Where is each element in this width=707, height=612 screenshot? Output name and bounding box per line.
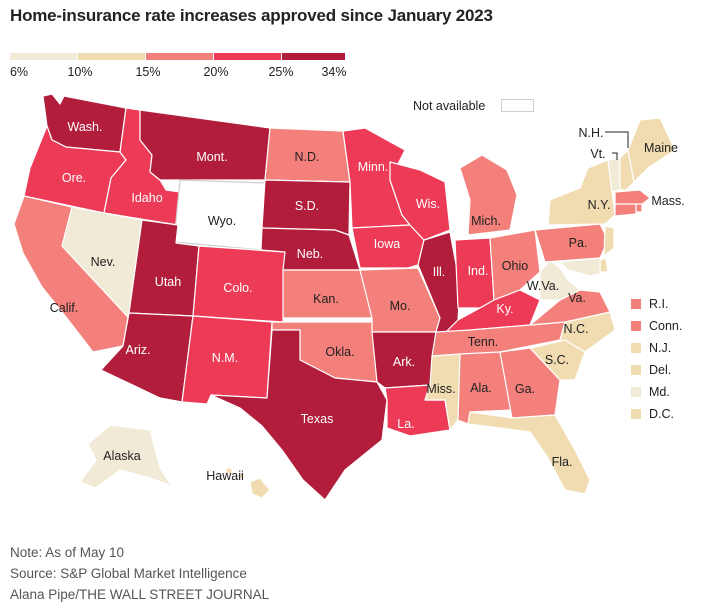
label-ark: Ark. xyxy=(393,355,415,369)
small-state-label: R.I. xyxy=(649,297,669,311)
label-iowa: Iowa xyxy=(374,237,400,251)
legend-swatch-5 xyxy=(282,53,345,60)
state-ga[interactable] xyxy=(499,347,561,419)
legend-tick: 25% xyxy=(268,65,294,79)
label-miss: Miss. xyxy=(426,382,455,396)
small-state-label: Md. xyxy=(649,385,670,399)
small-state-label: D.C. xyxy=(649,407,674,421)
label-texas: Texas xyxy=(301,412,334,426)
label-wash: Wash. xyxy=(68,120,103,134)
state-ny[interactable] xyxy=(547,159,616,226)
label-mont: Mont. xyxy=(196,150,227,164)
small-state-label: N.J. xyxy=(649,341,672,355)
label-neb: Neb. xyxy=(297,247,323,261)
label-wis: Wis. xyxy=(416,197,440,211)
label-calif: Calif. xyxy=(50,301,78,315)
not-available-swatch xyxy=(501,99,534,112)
label-mo: Mo. xyxy=(390,299,411,313)
small-state-label: Conn. xyxy=(649,319,683,333)
legend-tick: 20% xyxy=(203,65,229,79)
label-nh: N.H. xyxy=(579,126,604,140)
small-state-swatch xyxy=(631,387,641,397)
legend-swatch-4 xyxy=(214,53,281,60)
label-la: La. xyxy=(397,417,414,431)
label-pa: Pa. xyxy=(569,236,588,250)
label-utah: Utah xyxy=(155,275,181,289)
label-nd: N.D. xyxy=(295,150,320,164)
state-mont[interactable] xyxy=(139,109,271,181)
label-idaho: Idaho xyxy=(131,191,162,205)
label-fla: Fla. xyxy=(552,455,573,469)
label-wva: W.Va. xyxy=(527,279,559,293)
small-state-swatch xyxy=(631,299,641,309)
label-mass: Mass. xyxy=(651,194,684,208)
state-ohio[interactable] xyxy=(489,229,541,301)
state-fla[interactable] xyxy=(467,411,591,495)
legend-tick: 6% xyxy=(9,65,29,79)
label-nev: Nev. xyxy=(91,255,116,269)
small-state-swatch xyxy=(631,365,641,375)
small-state-swatch xyxy=(631,409,641,419)
label-ala: Ala. xyxy=(470,381,492,395)
state-nc[interactable] xyxy=(529,311,616,353)
legend-tick: 34% xyxy=(321,65,347,79)
legend-swatch-1 xyxy=(10,53,77,60)
label-hawaii: Hawaii xyxy=(206,469,244,483)
label-vt: Vt. xyxy=(590,147,605,161)
label-okla: Okla. xyxy=(325,345,354,359)
state-del[interactable] xyxy=(599,257,609,273)
label-nc: N.C. xyxy=(564,322,589,336)
legend-swatch-3 xyxy=(146,53,213,60)
footer: Note: As of May 10 Source: S&P Global Ma… xyxy=(10,542,269,605)
label-minn: Minn. xyxy=(358,160,389,174)
label-ga: Ga. xyxy=(515,382,535,396)
small-state-label: Del. xyxy=(649,363,672,377)
state-nj[interactable] xyxy=(603,225,615,257)
chart-title: Home-insurance rate increases approved s… xyxy=(10,6,493,25)
state-mich[interactable] xyxy=(459,154,518,236)
state-maine[interactable] xyxy=(627,117,676,183)
label-ill: Ill. xyxy=(433,265,446,279)
state-mass[interactable] xyxy=(614,189,651,207)
label-sd: S.D. xyxy=(295,199,319,213)
not-available-label: Not available xyxy=(413,99,486,113)
label-tenn: Tenn. xyxy=(468,335,499,349)
label-sc: S.C. xyxy=(545,353,569,367)
label-nm: N.M. xyxy=(212,351,238,365)
state-alaska[interactable] xyxy=(79,424,173,489)
footer-credit: Alana Pipe/THE WALL STREET JOURNAL xyxy=(10,587,270,602)
label-va: Va. xyxy=(568,291,586,305)
label-ohio: Ohio xyxy=(502,259,528,273)
label-ky: Ky. xyxy=(496,302,513,316)
state-md[interactable] xyxy=(559,257,601,277)
footer-note: Note: As of May 10 xyxy=(10,545,125,560)
label-colo: Colo. xyxy=(223,281,252,295)
label-mich: Mich. xyxy=(471,214,501,228)
legend-tick: 15% xyxy=(135,65,161,79)
small-state-swatch xyxy=(631,321,641,331)
color-legend: 6% 10% 15% 20% 25% 34% xyxy=(10,53,350,83)
state-ri[interactable] xyxy=(635,203,643,213)
label-alaska: Alaska xyxy=(103,449,141,463)
state-texas[interactable] xyxy=(210,329,388,501)
legend-swatch-2 xyxy=(78,53,145,60)
label-ore: Ore. xyxy=(62,171,86,185)
label-maine: Maine xyxy=(644,141,678,155)
small-state-swatch xyxy=(631,343,641,353)
label-wyo: Wyo. xyxy=(208,214,236,228)
footer-source: Source: S&P Global Market Intelligence xyxy=(10,566,247,581)
label-kan: Kan. xyxy=(313,292,339,306)
label-ny: N.Y. xyxy=(588,198,611,212)
state-hawaii[interactable] xyxy=(225,467,271,499)
vt-leader-line xyxy=(612,152,618,160)
state-conn[interactable] xyxy=(614,203,637,217)
nh-leader-line xyxy=(605,131,629,148)
state-nh[interactable] xyxy=(619,149,635,191)
legend-tick: 10% xyxy=(67,65,93,79)
label-ind: Ind. xyxy=(468,264,489,278)
label-ariz: Ariz. xyxy=(126,343,151,357)
